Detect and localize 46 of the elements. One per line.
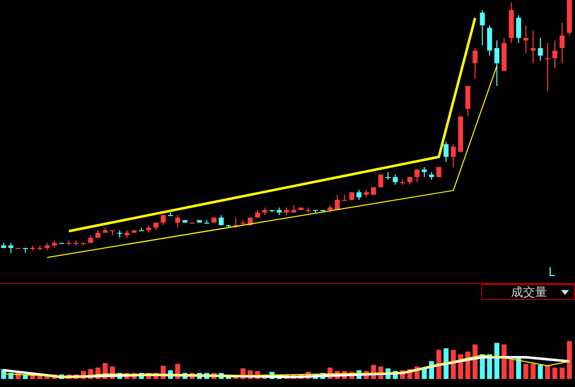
bar [436,350,442,379]
candlestick [552,40,558,69]
candlestick [8,242,14,254]
bar [422,368,427,379]
candlestick [138,227,144,232]
candlestick [538,37,543,62]
bar [472,344,478,379]
candlestick [204,220,210,224]
bar [545,366,550,379]
candlestick [414,169,420,183]
candlestick [160,214,166,226]
candlestick [560,22,565,64]
chart-title: 成交量 [511,285,547,299]
candlestick [472,48,478,79]
bar [530,364,536,379]
candlestick [516,14,522,44]
candlestick [450,144,456,168]
candlestick [334,194,340,210]
candlestick [378,174,384,188]
candlestick [168,212,173,216]
bar [494,342,500,379]
bar [450,350,456,379]
candlestick [342,194,348,201]
bar [552,368,558,379]
text: L [548,265,556,279]
candlestick [392,174,398,186]
candlestick [465,86,470,117]
candlestick [480,10,485,46]
candlestick [356,189,362,200]
bar [538,364,543,379]
candlestick [422,166,427,178]
candlestick [444,141,449,162]
bar [444,348,449,379]
candlestick [175,214,180,228]
bar [560,368,565,379]
bar [523,364,528,379]
candlestick [545,42,550,92]
candlestick [530,30,536,64]
candlestick [487,24,492,56]
bar [502,344,507,379]
candlestick [117,230,122,238]
bar [508,360,514,379]
candlestick [523,24,528,54]
candlestick [110,230,115,236]
bar [566,341,572,379]
candlestick [494,40,500,87]
